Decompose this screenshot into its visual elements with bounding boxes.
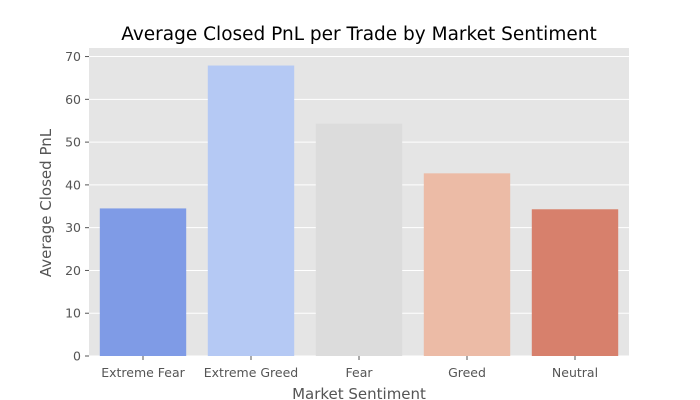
x-tick-label: Neutral xyxy=(552,365,598,380)
bar xyxy=(315,123,403,356)
chart-title: Average Closed PnL per Trade by Market S… xyxy=(121,24,596,45)
x-axis-label: Market Sentiment xyxy=(292,385,426,400)
x-tick-label: Extreme Greed xyxy=(204,365,298,380)
bar xyxy=(423,173,511,356)
y-tick-label: 50 xyxy=(65,135,81,150)
y-tick-label: 30 xyxy=(65,220,81,235)
x-tick-label: Greed xyxy=(448,365,486,380)
y-axis-label: Average Closed PnL xyxy=(37,128,55,277)
bar xyxy=(531,209,619,356)
bar xyxy=(99,208,187,356)
y-tick-label: 60 xyxy=(65,92,81,107)
y-tick-label: 70 xyxy=(65,49,81,64)
bar xyxy=(207,65,295,357)
y-tick-label: 20 xyxy=(65,263,81,278)
y-tick-label: 40 xyxy=(65,177,81,192)
x-tick-label: Fear xyxy=(346,365,374,380)
y-tick-label: 10 xyxy=(65,306,81,321)
x-tick-label: Extreme Fear xyxy=(101,365,185,380)
y-tick-label: 0 xyxy=(73,349,81,364)
